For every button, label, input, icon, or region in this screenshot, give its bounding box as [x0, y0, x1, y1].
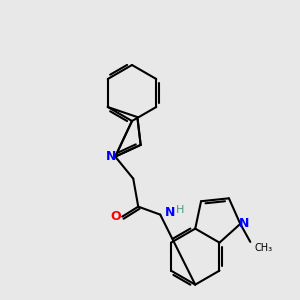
Text: CH₃: CH₃	[254, 243, 272, 253]
Text: N: N	[106, 150, 116, 163]
Text: N: N	[165, 206, 175, 219]
Text: N: N	[239, 218, 250, 230]
Text: O: O	[110, 210, 121, 223]
Text: H: H	[176, 205, 184, 214]
